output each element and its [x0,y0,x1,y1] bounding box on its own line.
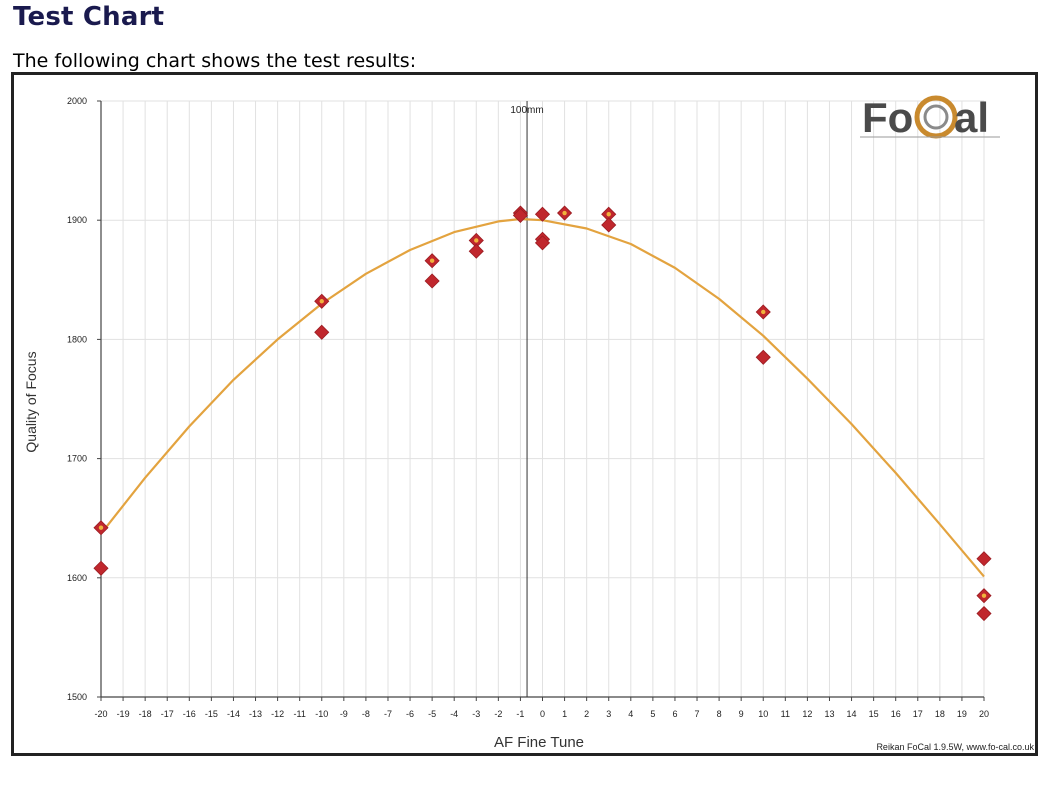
x-tick-label: -19 [117,709,130,719]
x-tick-label: 2 [584,709,589,719]
data-point-highlight [319,299,324,304]
x-tick-label: 0 [540,709,545,719]
y-tick-label: 2000 [67,96,87,106]
x-tick-label: -20 [94,709,107,719]
x-tick-label: -5 [428,709,436,719]
axis-layer: -20 -19 -18 -17 -16 -15 -14 -13 -12 -11 -10 -9 -8 -7-… [67,96,989,719]
data-point [976,605,992,622]
x-tick-label: -13 [249,709,262,719]
data-point [976,551,992,567]
x-tick-label: -14 [227,709,240,719]
x-tick-label: -18 [139,709,152,719]
chart-frame: -20 -19 -18 -17 -16 -15 -14 -13 -12 -11 -10 -9 -8 -7-… [11,72,1038,756]
x-tick-label: -10 [315,709,328,719]
page-title: Test Chart [13,2,165,32]
data-point [534,206,551,222]
x-tick-label: -17 [161,709,174,719]
x-tick-label: -16 [183,709,196,719]
x-tick-label: 20 [979,709,989,719]
data-point-highlight [761,309,766,315]
x-tick-label: 6 [672,709,677,719]
x-tick-label: 12 [802,709,812,719]
x-tick-label: 3 [606,709,611,719]
x-tick-label: -2 [494,709,502,719]
x-tick-label: 14 [847,709,857,719]
x-tick-label: -8 [362,709,370,719]
x-tick-label: 15 [869,709,879,719]
x-tick-label: 16 [891,709,901,719]
x-tick-label: 11 [781,709,790,719]
x-tick-label: 5 [650,709,655,719]
data-point [601,217,617,233]
x-tick-label: -11 [294,709,306,719]
x-tick-label: 10 [758,709,768,719]
x-tick-label: -6 [406,709,414,719]
x-tick-label: 4 [628,709,633,719]
x-tick-label: 18 [935,709,945,719]
x-tick-label: -7 [384,709,392,719]
logo-text-al: al [954,94,989,141]
focus-chart: -20 -19 -18 -17 -16 -15 -14 -13 -12 -11 -10 -9 -8 -7-… [23,94,1034,752]
x-axis-label: AF Fine Tune [494,734,584,751]
y-tick-label: 1800 [67,334,87,344]
data-point-highlight [562,210,567,216]
logo-lens-icon [923,104,949,130]
x-tick-label: 1 [562,709,567,719]
data-point [512,207,528,223]
fit-curve-layer [100,217,985,578]
x-tick-label: 13 [824,709,834,719]
x-tick-label: -4 [450,709,458,719]
data-point-highlight [98,525,104,530]
y-tick-label: 1600 [67,573,87,583]
data-point-highlight [429,258,435,263]
x-tick-label: 7 [695,709,700,719]
points-layer [93,205,992,622]
x-tick-label: 17 [913,709,923,719]
y-tick-label: 1500 [67,692,87,702]
data-point [93,560,109,576]
x-tick-label: 19 [957,709,967,719]
grid-layer [100,100,985,698]
fit-curve [100,217,985,578]
x-tick-label: 9 [739,709,744,719]
credit-text: Reikan FoCal 1.9.5W, www.fo-cal.co.uk [876,742,1034,752]
x-tick-label: -3 [472,709,480,719]
focal-logo: Fo al [860,94,1000,141]
data-point [314,324,330,340]
logo-ring-icon [914,95,958,139]
focal-length-marker-label: 100mm [510,105,543,116]
data-point [424,273,440,289]
data-point-highlight [981,593,987,598]
x-tick-label: -1 [516,709,524,719]
y-axis-label: Quality of Focus [23,351,39,452]
x-tick-label: -15 [205,709,218,719]
intro-text: The following chart shows the test resul… [13,50,417,72]
x-tick-label: 8 [717,709,722,719]
data-point [468,243,484,259]
y-tick-label: 1900 [67,215,87,225]
data-point-highlight [606,212,611,217]
data-point [755,349,771,365]
data-point [534,235,551,251]
y-tick-label: 1700 [67,454,87,464]
logo-text-fo: Fo [862,94,913,141]
x-tick-label: -12 [271,709,284,719]
x-tick-label: -9 [340,709,348,719]
data-point-highlight [474,238,479,243]
